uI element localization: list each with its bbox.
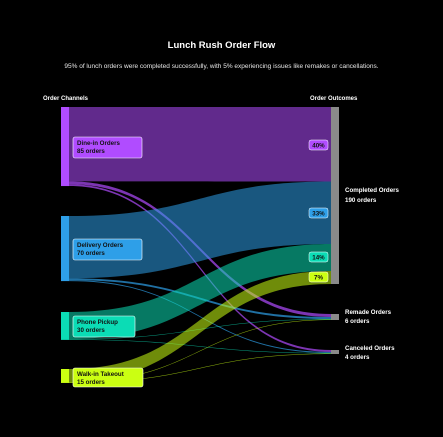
percent-badge-text: 33%: [312, 210, 325, 217]
link-phone-pickup-to-completed-orders: [69, 243, 331, 339]
source-label-box-walk-in-takeout: [72, 367, 144, 388]
source-name: Walk-in Takeout: [77, 371, 124, 378]
chart-title: Lunch Rush Order Flow: [167, 40, 276, 51]
target-name: Canceled Orders: [345, 345, 395, 352]
left-column-header: Order Channels: [43, 96, 89, 102]
link-walk-in-takeout-to-completed-orders: [69, 270, 331, 383]
target-node-canceled-orders[interactable]: [331, 350, 339, 354]
link-dine-in-orders-to-canceled-orders: [69, 184, 331, 352]
target-node-remade-orders[interactable]: [331, 314, 339, 320]
link-walk-in-takeout-to-canceled-orders: [69, 353, 331, 383]
link-phone-pickup-to-canceled-orders: [69, 339, 331, 354]
source-value: 70 orders: [77, 250, 105, 257]
percent-badge-text: 14%: [312, 254, 325, 261]
source-node-dine-in-orders[interactable]: [61, 107, 69, 187]
target-value: 190 orders: [345, 197, 377, 204]
target-value: 4 orders: [345, 354, 370, 361]
source-name: Dine-in Orders: [77, 140, 121, 147]
source-name: Delivery Orders: [77, 242, 124, 249]
source-node-phone-pickup[interactable]: [61, 312, 69, 340]
source-name: Phone Pickup: [77, 319, 118, 326]
source-label-box-delivery-orders: [72, 238, 143, 261]
target-value: 6 orders: [345, 318, 370, 325]
percent-badge: [308, 139, 329, 151]
target-node-completed-orders[interactable]: [331, 107, 339, 284]
link-walk-in-takeout-to-remade-orders: [69, 319, 331, 383]
percent-badge-text: 40%: [312, 142, 325, 149]
chart-subtitle: 95% of lunch orders were completed succe…: [64, 63, 379, 70]
source-label-box-phone-pickup: [72, 315, 136, 338]
target-name: Completed Orders: [345, 187, 400, 194]
link-dine-in-orders-to-completed-orders: [69, 107, 331, 182]
right-column-header: Order Outcomes: [310, 96, 358, 102]
link-delivery-orders-to-canceled-orders: [69, 280, 331, 353]
source-value: 15 orders: [77, 379, 105, 386]
source-label-box-dine-in-orders: [72, 136, 143, 159]
percent-badge-text: 7%: [314, 274, 323, 281]
percent-badge: [308, 251, 329, 263]
percent-badge: [308, 207, 329, 219]
source-value: 30 orders: [77, 327, 105, 334]
target-name: Remade Orders: [345, 309, 392, 316]
source-value: 85 orders: [77, 148, 105, 155]
percent-badge: [308, 271, 329, 283]
nodes: [61, 107, 339, 383]
source-node-delivery-orders[interactable]: [61, 216, 69, 282]
source-node-walk-in-takeout[interactable]: [61, 369, 69, 383]
